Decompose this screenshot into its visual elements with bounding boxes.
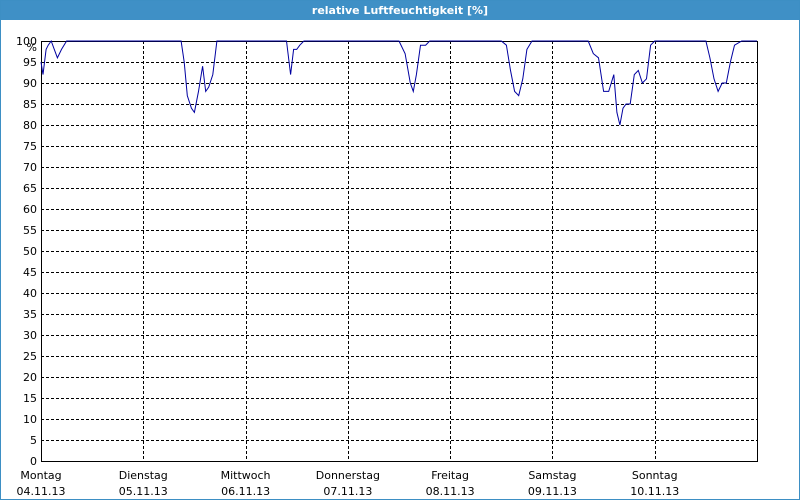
- x-tick-date-label: 05.11.13: [119, 485, 168, 498]
- y-tick-label: 0: [30, 455, 37, 468]
- x-tick-date-label: 04.11.13: [17, 485, 66, 498]
- y-tick-label: 40: [23, 287, 37, 300]
- y-tick-label: 65: [23, 182, 37, 195]
- x-tick-day-label: Samstag: [528, 469, 576, 482]
- y-tick-label: 15: [23, 392, 37, 405]
- x-axis: Montag 04.11.13 Dienstag 05.11.13 Mittwoch 06…: [17, 469, 680, 498]
- humidity-series-line: [40, 39, 757, 126]
- y-tick-label: 85: [23, 98, 37, 111]
- y-axis-label: %: [27, 41, 37, 54]
- y-tick-label: 20: [23, 371, 37, 384]
- y-tick-label: 10: [23, 413, 37, 426]
- y-tick-label: 5: [30, 434, 37, 447]
- y-tick-label: 45: [23, 266, 37, 279]
- y-tick-label: 25: [23, 350, 37, 363]
- x-tick-day-label: Freitag: [431, 469, 469, 482]
- grid: [41, 41, 757, 461]
- chart-title: relative Luftfeuchtigkeit [%]: [1, 1, 799, 20]
- y-tick-label: 80: [23, 119, 37, 132]
- y-tick-label: 75: [23, 140, 37, 153]
- y-tick-label: 50: [23, 245, 37, 258]
- y-tick-label: 70: [23, 161, 37, 174]
- x-tick-date-label: 08.11.13: [426, 485, 475, 498]
- x-tick-day-label: Mittwoch: [221, 469, 271, 482]
- x-tick-day-label: Sonntag: [632, 469, 678, 482]
- x-tick-date-label: 07.11.13: [323, 485, 372, 498]
- x-tick-date-label: 09.11.13: [528, 485, 577, 498]
- y-tick-label: 60: [23, 203, 37, 216]
- y-tick-label: 90: [23, 77, 37, 90]
- y-tick-label: 35: [23, 308, 37, 321]
- x-tick-date-label: 06.11.13: [221, 485, 270, 498]
- y-tick-label: 95: [23, 56, 37, 69]
- x-tick-day-label: Montag: [20, 469, 61, 482]
- x-tick-day-label: Donnerstag: [316, 469, 380, 482]
- y-tick-label: 55: [23, 224, 37, 237]
- y-tick-label: 100: [16, 35, 37, 48]
- x-tick-date-label: 10.11.13: [630, 485, 679, 498]
- y-tick-label: 30: [23, 329, 37, 342]
- y-axis: 0 5 10 15 20 25 30 35 40 45 50 55 60 65 70 75 80 85 90 95 10…: [16, 35, 37, 468]
- x-tick-day-label: Dienstag: [119, 469, 168, 482]
